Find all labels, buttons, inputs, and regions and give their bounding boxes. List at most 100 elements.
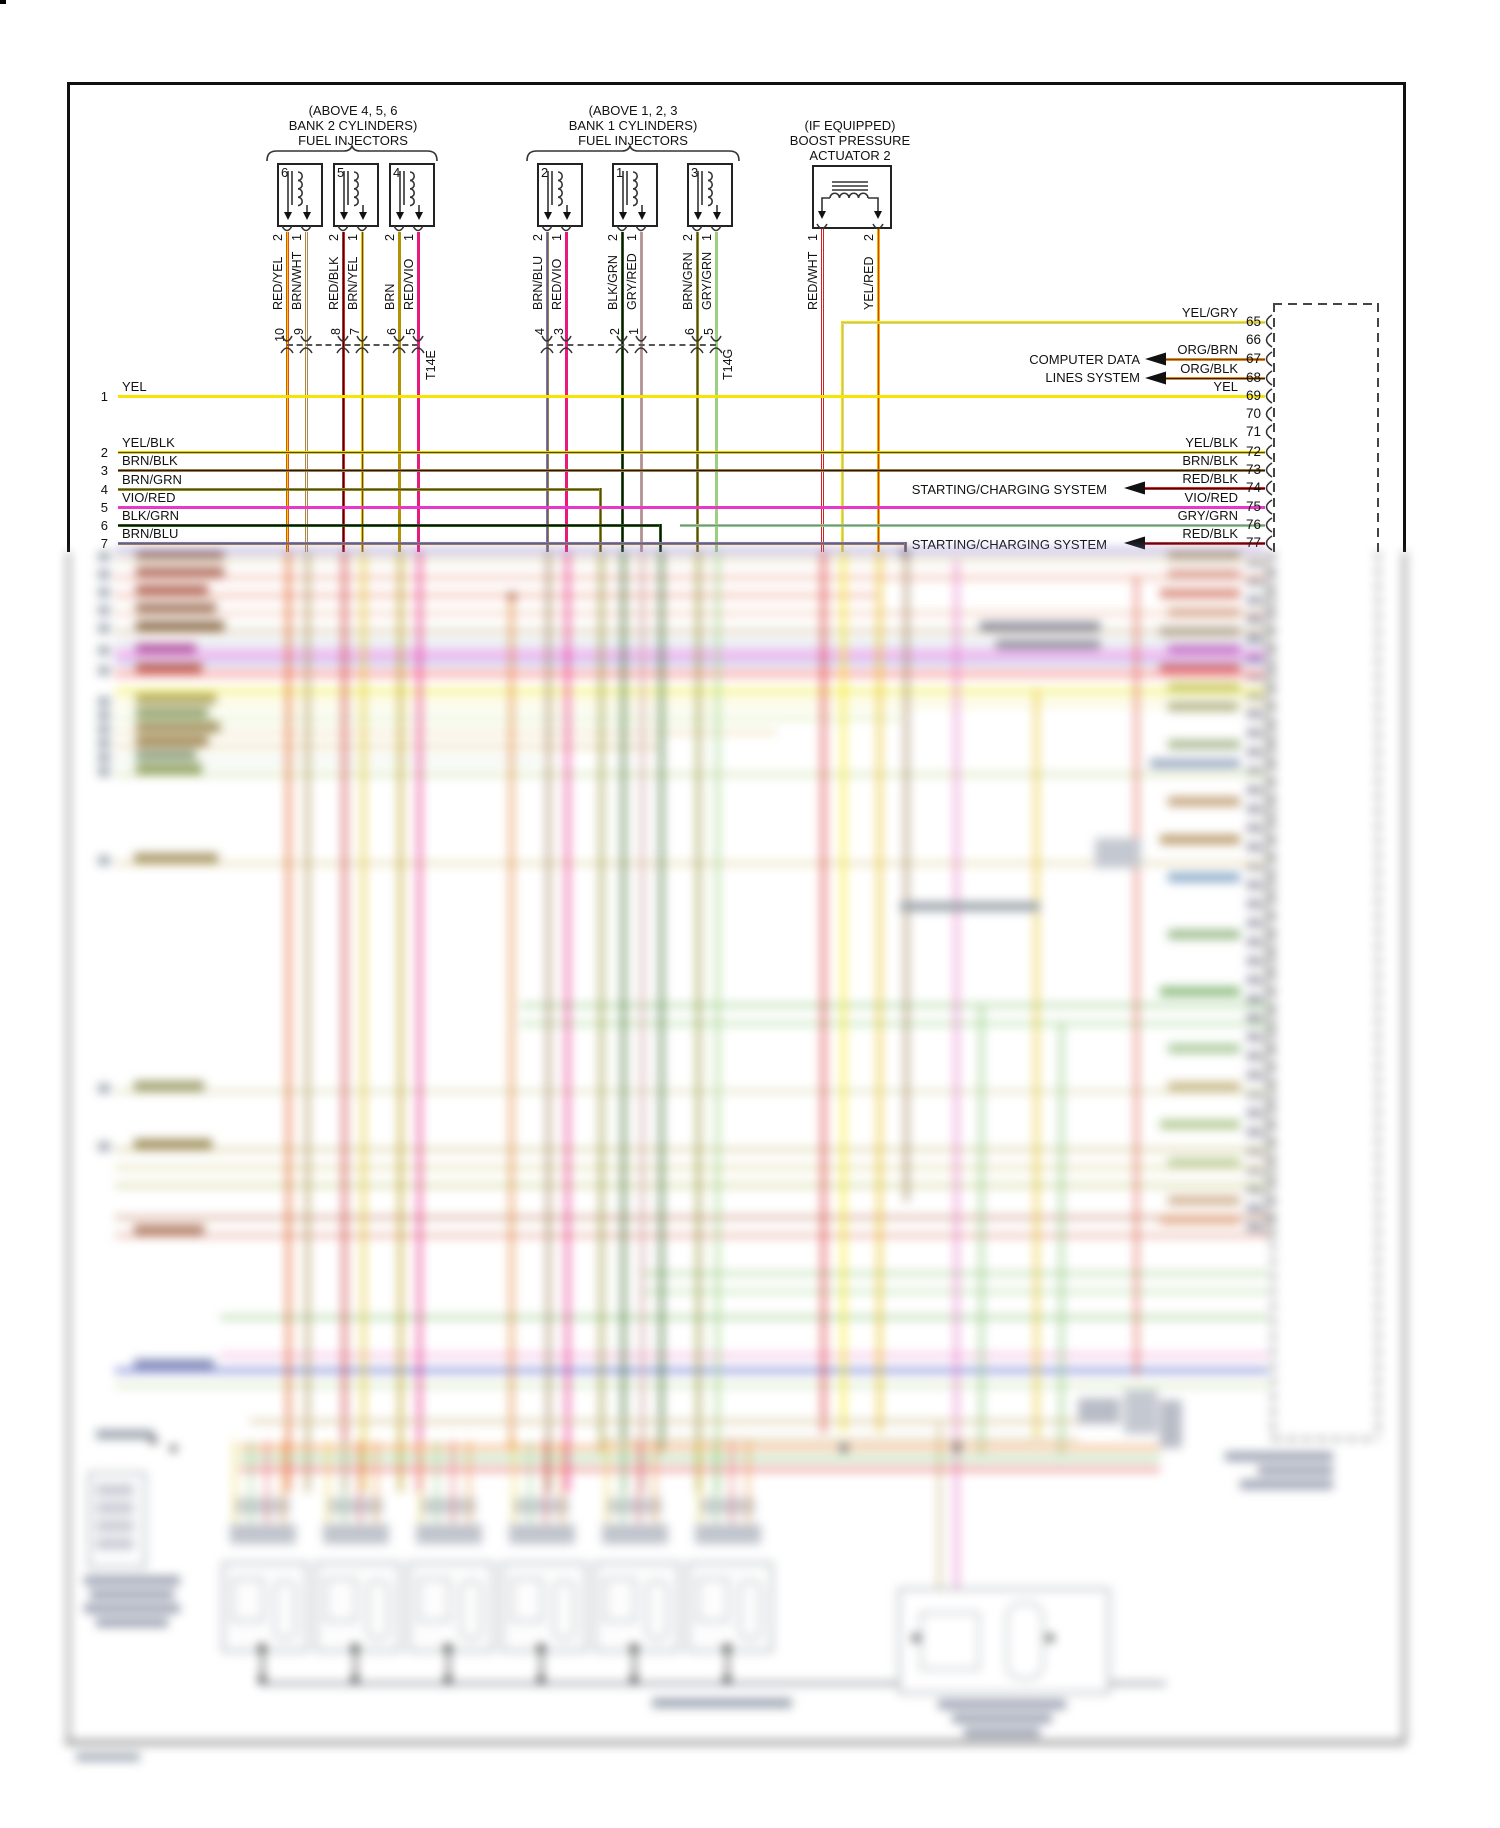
blurred-shape — [1247, 1014, 1260, 1022]
wire-vio-red — [118, 506, 1265, 509]
wire-yel-gry — [841, 321, 844, 552]
starting-charging-annotation: STARTING/CHARGING SYSTEM — [911, 482, 1107, 497]
blurred-shape — [96, 1484, 134, 1496]
blurred-shape — [1263, 632, 1275, 648]
blurred-shape — [1247, 1147, 1260, 1155]
blurred-shape — [115, 717, 901, 720]
blurred-shape — [115, 630, 1265, 633]
blurred-shape — [98, 725, 110, 734]
blurred-shape — [258, 1644, 266, 1652]
blurred-shape — [1160, 589, 1240, 598]
blurred-shape — [1263, 670, 1275, 686]
blurred-shape — [1263, 974, 1275, 990]
blurred-shape — [509, 1524, 575, 1544]
blurred-shape — [1263, 1069, 1275, 1085]
screen-corner-mark — [0, 0, 6, 4]
blurred-shape — [1168, 930, 1240, 939]
blurred-shape — [980, 1004, 983, 1454]
blurred-shape — [553, 1580, 575, 1640]
blurred-shape — [1247, 615, 1260, 623]
blurred-shape — [115, 773, 1265, 776]
blurred-shape — [1247, 862, 1260, 870]
pin-wire-label: ORG/BRN — [1177, 342, 1238, 357]
connector-strip-t14e — [287, 344, 418, 346]
blurred-shape — [515, 1498, 569, 1514]
wire-brn-wht — [305, 232, 308, 552]
blurred-shape — [136, 663, 202, 673]
blurred-shape — [98, 697, 110, 706]
wire-label: BRN/YEL 1 — [346, 234, 360, 310]
ecm-pin-arc — [1265, 314, 1273, 330]
blurred-shape — [1168, 797, 1240, 806]
blurred-shape — [1247, 805, 1260, 813]
blurred-shape — [622, 1440, 624, 1524]
blurred-shape — [170, 1445, 177, 1452]
blurred-shape — [1247, 957, 1260, 965]
bank2-injectors-label: (ABOVE 4, 5, 6 BANK 2 CYLINDERS) FUEL IN… — [288, 103, 418, 148]
blurred-shape — [98, 1142, 110, 1151]
terminal-number: 1 — [627, 328, 641, 335]
wire-brn-blu — [118, 542, 907, 545]
blurred-shape — [115, 672, 1265, 676]
pin-number: 75 — [1246, 499, 1262, 514]
blurred-shape — [98, 1084, 110, 1093]
ecm-pin-arc — [1265, 480, 1273, 496]
ecm-dashed-box-right — [1377, 303, 1379, 552]
blurred-shape — [513, 1440, 515, 1524]
blurred-shape — [1247, 1204, 1260, 1212]
left-row-number: 7 — [100, 536, 108, 551]
pin-number: 70 — [1246, 406, 1262, 421]
left-row-number: 4 — [100, 482, 108, 497]
blurred-shape — [1247, 1033, 1260, 1041]
blurred-shape — [327, 1440, 329, 1524]
blurred-shape — [726, 1648, 729, 1682]
ecm-pin-arc — [1265, 444, 1273, 460]
terminal-number: 5 — [702, 328, 716, 335]
blurred-shape — [1168, 1082, 1240, 1091]
blurred-shape — [739, 1580, 761, 1640]
blurred-shape — [1046, 1634, 1054, 1642]
blurred-shape — [640, 1290, 1268, 1293]
blurred-shape — [537, 1676, 545, 1684]
ecm-pin-arc — [1265, 535, 1273, 551]
blurred-shape — [418, 552, 421, 1492]
blurred-shape — [98, 570, 110, 579]
left-row-label: VIO/RED — [122, 490, 176, 505]
terminal-number: 8 — [329, 328, 343, 335]
blurred-shape — [1263, 841, 1275, 857]
blurred-shape — [1168, 570, 1240, 579]
blurred-shape — [287, 552, 290, 1492]
left-row-number: 3 — [100, 463, 108, 478]
blurred-shape — [520, 1004, 1268, 1007]
blurred-shape — [1035, 689, 1038, 1440]
blurred-shape — [630, 1676, 638, 1684]
blurred-shape — [547, 552, 550, 1492]
blurred-shape — [1168, 702, 1238, 711]
terminal-number: 2 — [608, 328, 622, 335]
blurred-shape — [1168, 1158, 1240, 1167]
injector-number: 6 — [281, 165, 289, 180]
pin-number: 65 — [1246, 314, 1262, 329]
blurred-shape — [65, 1740, 1406, 1745]
ecm-pin-arc — [1265, 370, 1273, 386]
blurred-shape — [1168, 551, 1240, 560]
injector-number: 4 — [393, 165, 401, 180]
blurred-shape — [1225, 1452, 1333, 1461]
blurred-shape — [731, 1440, 733, 1524]
blurred-shape — [1263, 1221, 1275, 1237]
blurred-shape — [315, 1562, 401, 1652]
blurred-shape — [115, 759, 539, 762]
blurred-shape — [1247, 558, 1260, 566]
terminal-number: 9 — [292, 328, 306, 335]
blurred-shape — [1150, 759, 1240, 768]
boost-actuator-label: (IF EQUIPPED) BOOST PRESSURE ACTUATOR 2 — [789, 118, 911, 163]
blurred-shape — [115, 661, 1265, 664]
blurred-shape — [1263, 898, 1275, 914]
blurred-shape — [723, 1644, 731, 1652]
terminal-number: 6 — [683, 328, 697, 335]
blurred-shape — [418, 1578, 450, 1622]
blurred-shape — [1263, 1145, 1275, 1161]
blurred-shape — [964, 1728, 1040, 1737]
